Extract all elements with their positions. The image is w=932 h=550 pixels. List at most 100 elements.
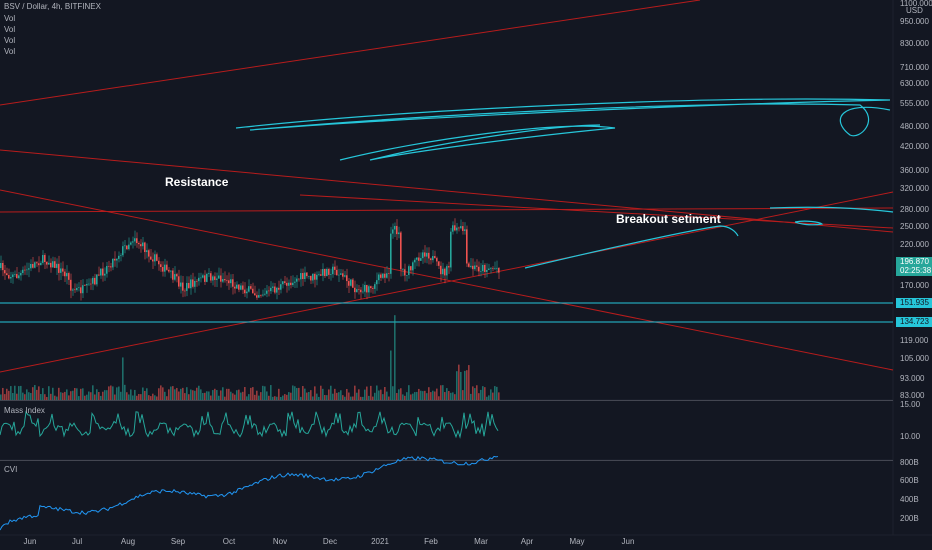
volume-bar: [488, 395, 490, 400]
volume-bar: [474, 388, 476, 400]
volume-bar: [64, 391, 66, 400]
candle: [416, 257, 418, 260]
candle: [384, 273, 386, 278]
volume-bar: [334, 388, 336, 400]
candle: [6, 273, 8, 276]
time-label: Oct: [223, 537, 236, 546]
candle: [190, 279, 192, 289]
volume-bar: [442, 385, 444, 400]
volume-bar: [56, 396, 58, 400]
candle: [334, 266, 336, 270]
volume-bar: [216, 390, 218, 400]
volume-bar: [370, 385, 372, 400]
candle: [10, 277, 12, 279]
candle: [390, 233, 392, 274]
candle: [232, 279, 234, 287]
volume-bar: [332, 393, 334, 400]
volume-bar: [214, 388, 216, 400]
candle: [324, 269, 326, 277]
symbol: BSV / Dollar, 4h, BITFINEX: [4, 2, 102, 11]
volume-bar: [76, 388, 78, 400]
candle: [382, 273, 384, 278]
candle: [124, 245, 126, 247]
volume-bar: [424, 390, 426, 400]
candle: [4, 270, 6, 274]
volume-bar: [58, 387, 60, 400]
volume-bar: [80, 388, 82, 400]
volume-bar: [96, 389, 98, 400]
volume-bar: [448, 391, 450, 400]
volume-bar: [410, 394, 412, 400]
volume-bar: [68, 395, 70, 400]
volume-bar: [378, 390, 380, 400]
candle: [342, 273, 344, 277]
volume-bar: [310, 390, 312, 400]
volume-bar: [252, 387, 254, 400]
candle: [76, 287, 78, 291]
volume-bar: [98, 392, 100, 400]
candle: [46, 261, 48, 265]
candle: [130, 242, 132, 245]
volume-bar: [258, 395, 260, 400]
volume-bar: [32, 387, 34, 400]
volume-bar: [172, 386, 174, 400]
volume-bar: [406, 392, 408, 400]
candle: [82, 285, 84, 294]
candle: [278, 287, 280, 290]
volume-bar: [444, 392, 446, 400]
candle: [436, 258, 438, 262]
volume-bar: [28, 392, 30, 400]
candle: [162, 267, 164, 272]
candle: [22, 269, 24, 274]
candle: [280, 284, 282, 290]
volume-bar: [184, 393, 186, 400]
volume-bar: [382, 394, 384, 400]
volume-bar: [170, 386, 172, 400]
volume-bar: [100, 395, 102, 400]
candle: [206, 273, 208, 282]
candle: [136, 238, 138, 244]
candle: [386, 273, 388, 278]
candles: [0, 218, 500, 301]
volume-bar: [202, 392, 204, 400]
candle: [426, 252, 428, 257]
volume-bar: [390, 350, 392, 400]
volume-bar: [270, 385, 272, 400]
candle: [472, 265, 474, 270]
volume-bar: [434, 391, 436, 400]
time-label: Jun: [24, 537, 37, 546]
candle: [288, 282, 290, 286]
candle: [140, 244, 142, 247]
volume-bar: [150, 396, 152, 400]
volume-bar: [162, 387, 164, 400]
volume-bar: [230, 391, 232, 400]
volume-bar: [114, 394, 116, 400]
volume-bar: [288, 392, 290, 400]
candle: [406, 275, 408, 276]
volume-bar: [18, 386, 20, 400]
volume-bar: [380, 389, 382, 400]
candle: [226, 280, 228, 281]
candle: [290, 282, 292, 286]
volume-bar: [176, 387, 178, 400]
candle: [80, 287, 82, 294]
volume-bar: [232, 393, 234, 400]
volume-bar: [344, 396, 346, 400]
price-label: 119.000: [900, 336, 929, 345]
candle: [78, 287, 80, 288]
pane-title: CVI: [4, 465, 17, 474]
volume-bar: [222, 387, 224, 400]
candle: [30, 263, 32, 269]
candle: [394, 225, 396, 230]
volume-bar: [386, 391, 388, 400]
candle: [210, 273, 212, 281]
candle: [116, 258, 118, 261]
candle: [128, 244, 130, 250]
volume-bar: [206, 391, 208, 400]
candle: [250, 286, 252, 289]
volume-bar: [154, 395, 156, 400]
volume-bar: [482, 386, 484, 400]
candle: [418, 257, 420, 261]
volume-bar: [104, 390, 106, 400]
indicator: Vol: [4, 47, 15, 56]
